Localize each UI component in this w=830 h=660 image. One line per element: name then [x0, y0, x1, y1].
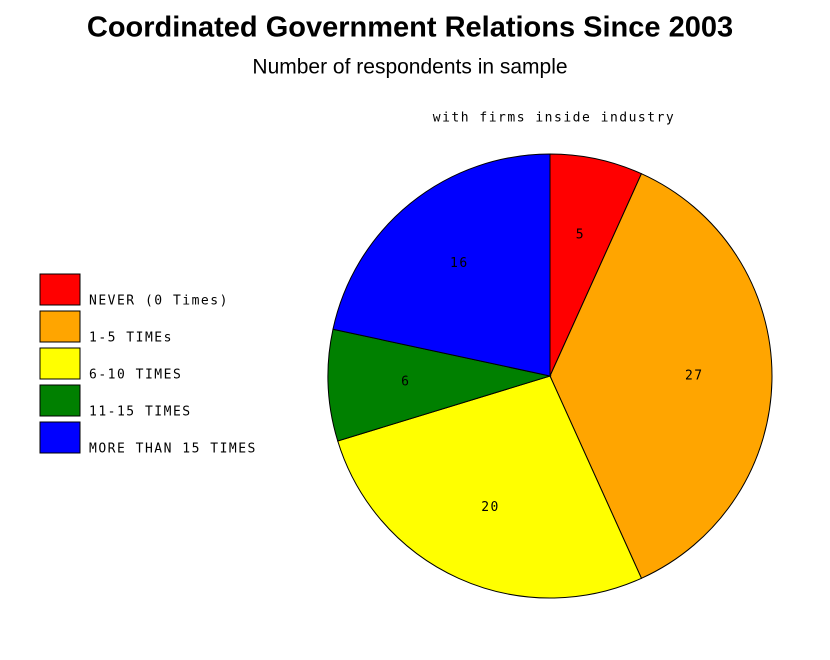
pie-slice [337, 375, 643, 599]
pie-slice [327, 328, 552, 442]
value-label: 16 [450, 256, 469, 271]
value-label: 5 [576, 227, 585, 242]
pie-label: with firms inside industry [433, 111, 676, 126]
legend-label: 11-15 TIMES [89, 405, 192, 420]
legend-swatch [39, 384, 81, 417]
pie-slice [549, 173, 773, 579]
chart-subtitle: Number of respondents in sample [252, 56, 567, 79]
legend-label: 6-10 TIMES [89, 368, 182, 383]
pie-slice [332, 153, 551, 377]
value-label: 20 [481, 500, 500, 515]
legend-swatch [39, 273, 81, 306]
legend-swatch [39, 310, 81, 343]
legend-swatch [39, 421, 81, 454]
value-label: 27 [685, 369, 704, 384]
legend-swatch [39, 347, 81, 380]
legend-label: 1-5 TIMEs [89, 331, 173, 346]
value-label: 6 [401, 375, 410, 390]
legend-label: MORE THAN 15 TIMES [89, 442, 257, 457]
chart-title: Coordinated Government Relations Since 2… [87, 12, 733, 44]
legend-label: NEVER (0 Times) [89, 294, 229, 309]
